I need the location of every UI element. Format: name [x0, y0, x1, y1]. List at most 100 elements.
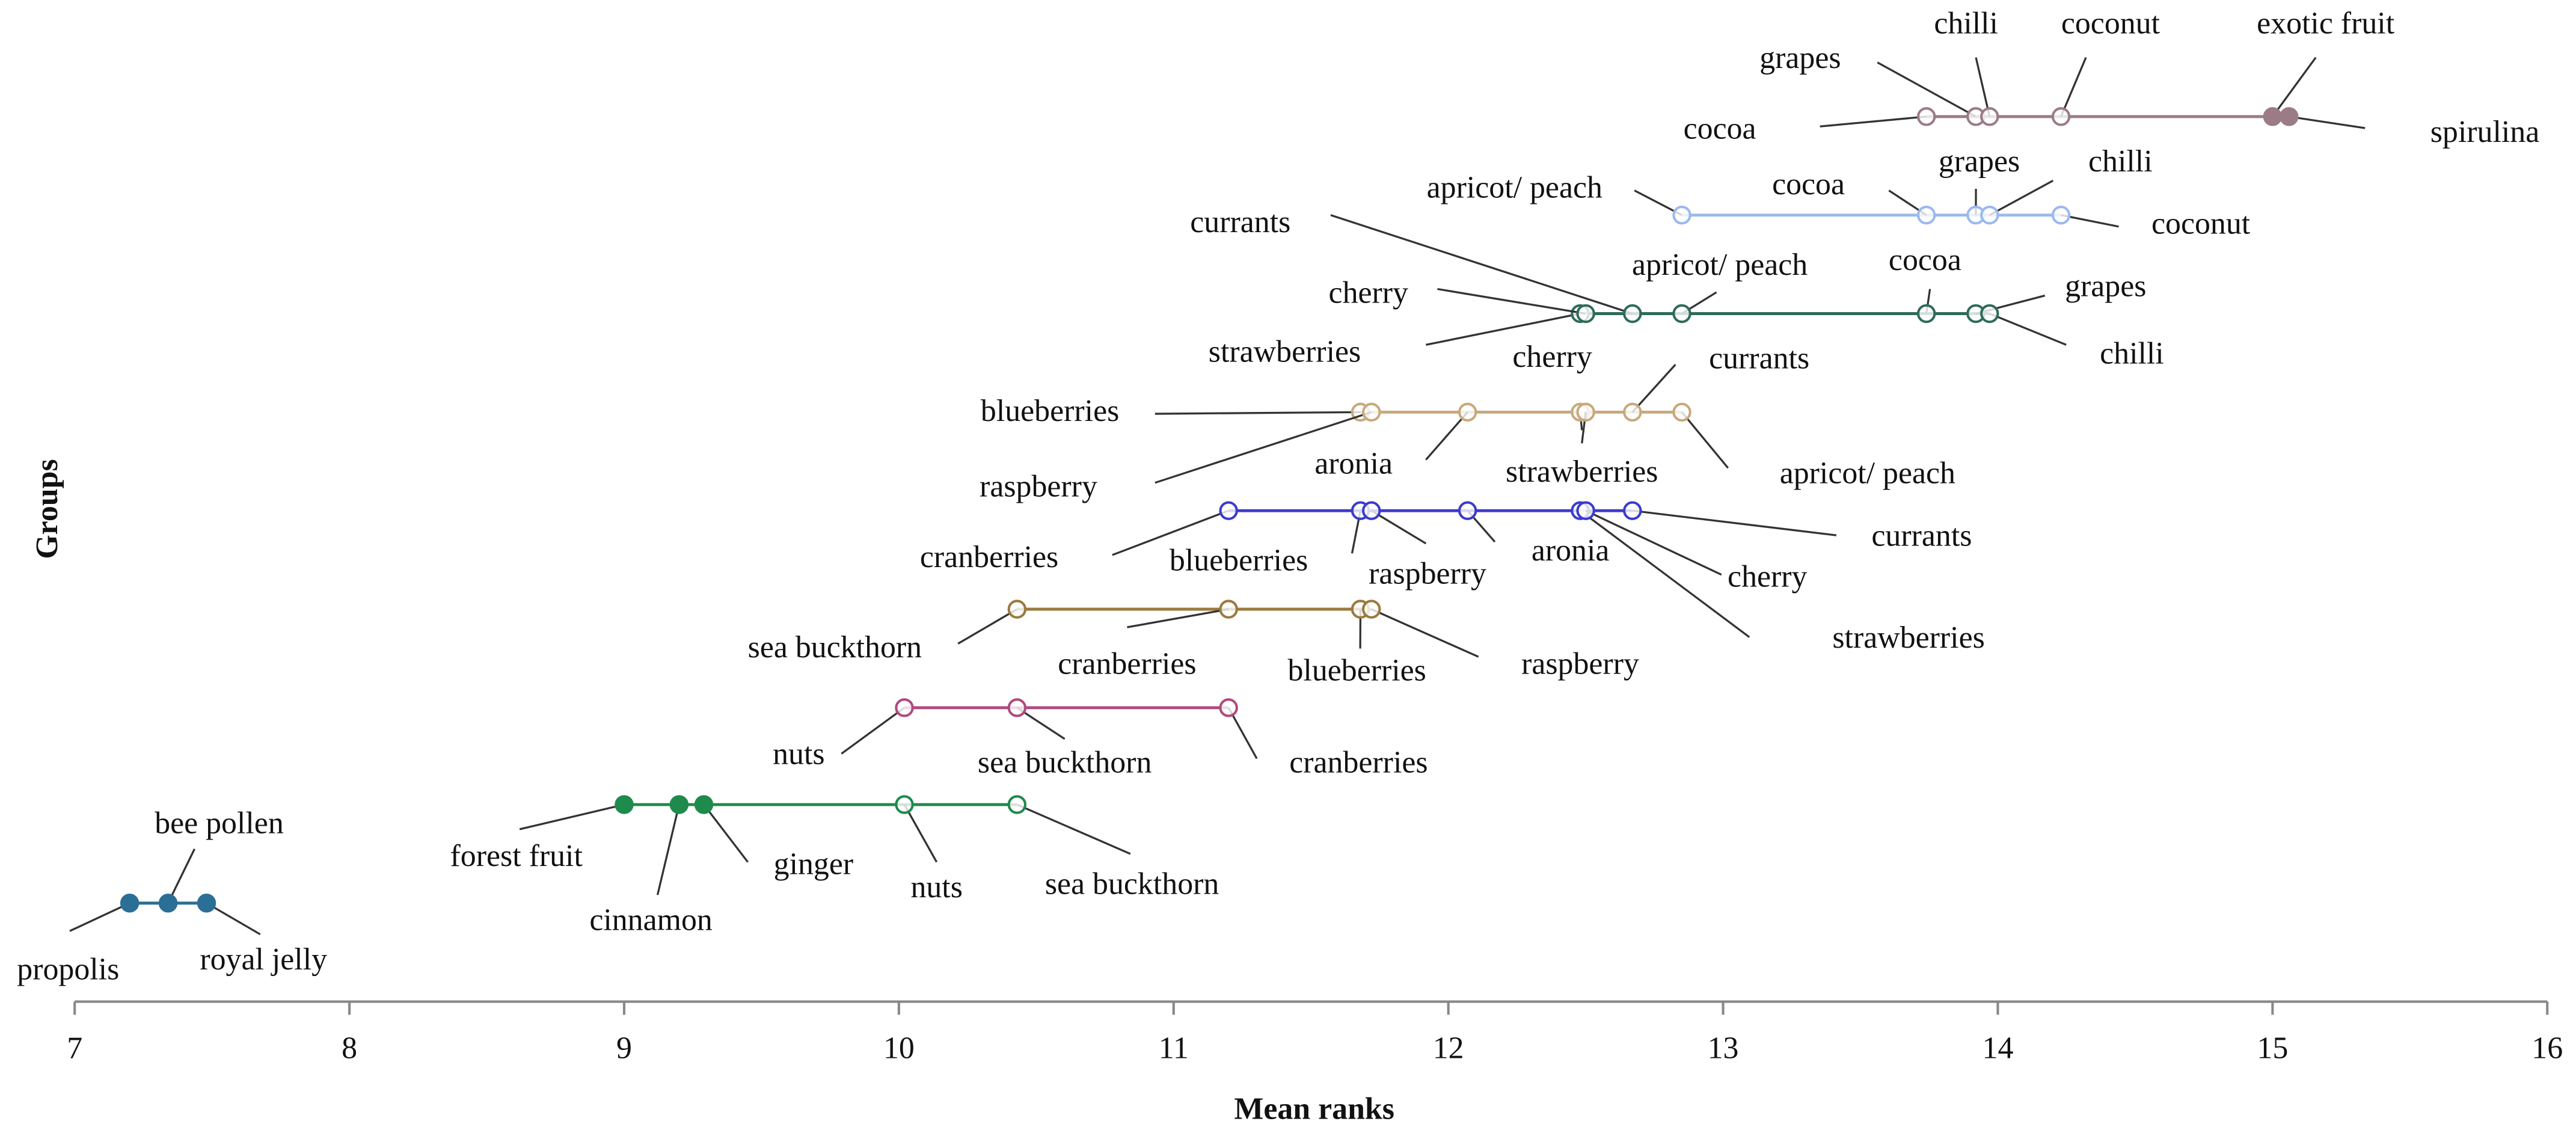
point-label: royal jelly [200, 942, 327, 977]
x-tick-label: 14 [1983, 1031, 2014, 1065]
point-label: cocoa [1889, 243, 1961, 277]
dot [1007, 795, 1027, 814]
dot [1980, 107, 1999, 126]
point-label: grapes [1939, 144, 2020, 179]
point-label: sea buckthorn [1045, 867, 1219, 901]
leader-line [1227, 707, 1258, 760]
dot [1916, 205, 1936, 225]
leader-line [656, 804, 680, 895]
point-label: ginger [774, 847, 854, 882]
dot [1007, 600, 1027, 619]
dot [1362, 501, 1381, 520]
dot [694, 795, 714, 814]
x-tick-label: 13 [1708, 1031, 1739, 1065]
point-label: cherry [1728, 560, 1808, 594]
leader-line [206, 902, 261, 936]
x-tick-label: 9 [616, 1031, 632, 1065]
point-label: cinnamon [589, 903, 713, 937]
dot [1623, 402, 1642, 422]
leader-line [1370, 509, 1427, 545]
point-label: cherry [1512, 340, 1592, 374]
leader-line [2060, 57, 2087, 117]
dot [1458, 402, 1477, 422]
point-label: chilli [2100, 336, 2164, 370]
dot [2263, 107, 2283, 126]
leader-line [841, 707, 905, 755]
dot [895, 795, 914, 814]
dot [2051, 107, 2071, 126]
point-label: nuts [910, 870, 962, 904]
leader-line [1820, 115, 1927, 127]
leader-line [1155, 411, 1361, 415]
leader-line [2289, 115, 2366, 129]
dot [669, 795, 689, 814]
leader-line [1580, 509, 1750, 638]
leader-line [2061, 214, 2119, 228]
y-axis-title: Groups [30, 459, 64, 559]
dot [1219, 698, 1238, 717]
dot [158, 894, 178, 913]
point-label: spirulina [2430, 115, 2539, 149]
point-label: forest fruit [450, 839, 583, 873]
leader-line [1877, 61, 1976, 118]
dot [1458, 501, 1477, 520]
point-label: strawberries [1209, 335, 1361, 369]
point-label: bee pollen [155, 806, 284, 840]
x-tick-label: 7 [67, 1031, 82, 1065]
dot [1362, 600, 1381, 619]
dot [1980, 205, 1999, 225]
point-label: aronia [1532, 533, 1610, 568]
dot [1672, 402, 1691, 422]
leader-line [1632, 509, 1837, 536]
point-label: sea buckthorn [748, 630, 922, 665]
dot [895, 698, 914, 717]
point-label: chilli [2088, 144, 2153, 179]
point-label: cocoa [1772, 167, 1845, 201]
dot [1672, 304, 1691, 324]
x-tick-label: 12 [1433, 1031, 1464, 1065]
point-label: chilli [1934, 7, 1998, 41]
dot [1980, 304, 1999, 324]
dot [1576, 402, 1595, 422]
dot [1362, 402, 1381, 422]
dot [1576, 501, 1595, 520]
leader-line [957, 608, 1018, 645]
point-label: cocoa [1684, 111, 1756, 146]
dot [1007, 698, 1027, 717]
leader-line [1989, 312, 2067, 346]
point-label: nuts [773, 737, 824, 772]
point-label: currants [1190, 205, 1290, 239]
point-label: strawberries [1506, 455, 1658, 489]
x-tick-label: 8 [342, 1031, 357, 1065]
point-label: coconut [2061, 7, 2160, 41]
leader-line [167, 848, 196, 904]
leader-line [1016, 803, 1131, 855]
point-label: cranberries [1289, 745, 1428, 779]
dot [1219, 600, 1238, 619]
leader-line [1016, 707, 1066, 740]
point-label: currants [1709, 342, 1809, 376]
leader-line [519, 803, 625, 831]
point-label: currants [1871, 518, 1972, 553]
point-label: cherry [1329, 275, 1409, 310]
point-label: cranberries [920, 540, 1058, 574]
point-label: apricot/ peach [1780, 456, 1955, 491]
point-label: apricot/ peach [1427, 171, 1602, 205]
point-label: blueberries [981, 394, 1119, 428]
point-label: cranberries [1058, 646, 1196, 681]
leader-line [1975, 57, 1991, 117]
x-tick-label: 15 [2257, 1031, 2288, 1065]
dot [2280, 107, 2299, 126]
dot [615, 795, 634, 814]
leader-line [1155, 411, 1372, 484]
dot [1916, 304, 1936, 324]
point-label: blueberries [1287, 653, 1426, 687]
dot [1219, 501, 1238, 520]
x-tick-label: 11 [1159, 1031, 1189, 1065]
x-axis-title: Mean ranks [1234, 1092, 1394, 1126]
leader-line [1425, 411, 1468, 461]
point-label: grapes [2065, 269, 2146, 303]
leader-line [1585, 509, 1722, 576]
